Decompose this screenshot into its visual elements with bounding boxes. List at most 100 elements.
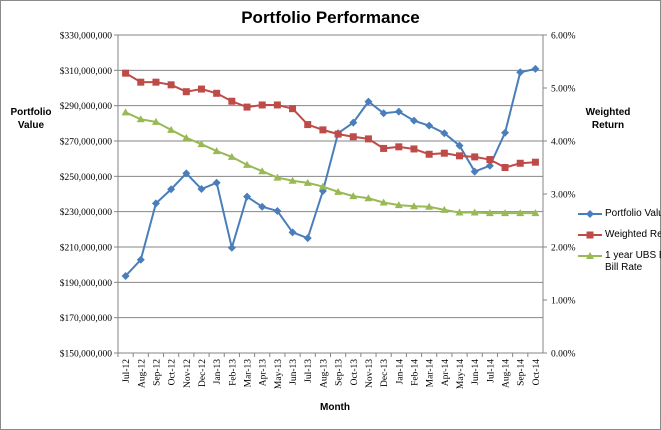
x-tick-label: Jun-14 <box>471 359 481 385</box>
data-point-weighted-return <box>395 143 403 151</box>
x-tick-label: Sep-14 <box>517 359 527 386</box>
x-tick-label: May-13 <box>274 359 284 389</box>
x-tick-label: Oct-13 <box>350 359 360 386</box>
legend-marker-icon <box>578 210 602 218</box>
data-point-weighted-return <box>440 149 448 157</box>
data-point-portfolio-value <box>455 141 464 150</box>
data-point-portfolio-value <box>182 169 191 178</box>
data-point-portfolio-value <box>364 97 373 106</box>
legend-marker <box>586 231 594 239</box>
legend-label: Portfolio Value <box>605 208 661 219</box>
data-point-weighted-return <box>289 105 297 113</box>
y2-tick-label: 0.00% <box>551 350 576 360</box>
data-point-portfolio-value <box>349 118 358 127</box>
data-point-1-year-ubs-bank-bill-rate <box>364 194 373 202</box>
legend: Portfolio Value Weighted Return 1 year UBS… <box>578 208 661 283</box>
data-point-portfolio-value <box>425 121 434 130</box>
data-point-1-year-ubs-bank-bill-rate <box>227 152 236 160</box>
data-point-1-year-ubs-bank-bill-rate <box>318 182 327 190</box>
data-point-1-year-ubs-bank-bill-rate <box>440 205 449 213</box>
data-point-weighted-return <box>349 133 357 141</box>
x-tick-label: Jan-14 <box>395 359 405 385</box>
y-tick-label: $310,000,000 <box>60 66 113 77</box>
x-tick-label: Aug-13 <box>319 359 329 388</box>
data-point-1-year-ubs-bank-bill-rate <box>516 209 525 217</box>
series-line-weighted-return <box>125 72 536 169</box>
data-point-1-year-ubs-bank-bill-rate <box>470 208 479 216</box>
data-point-portfolio-value <box>394 107 403 116</box>
data-point-portfolio-value <box>470 167 479 176</box>
legend-marker <box>586 252 594 259</box>
data-point-portfolio-value <box>485 161 494 170</box>
data-point-weighted-return <box>167 81 175 89</box>
data-point-portfolio-value <box>273 206 282 215</box>
data-point-weighted-return <box>304 121 312 129</box>
data-point-portfolio-value <box>288 228 297 237</box>
x-tick-label: Oct-14 <box>532 359 542 386</box>
legend-label: 1 year UBS Bank Bill Rate <box>605 250 661 273</box>
data-point-portfolio-value <box>212 178 221 187</box>
y-tick-label: $150,000,000 <box>60 349 113 360</box>
x-tick-label: Mar-14 <box>426 359 436 388</box>
data-point-1-year-ubs-bank-bill-rate <box>425 202 434 210</box>
data-point-portfolio-value <box>379 109 388 118</box>
data-point-portfolio-value <box>121 271 130 280</box>
y-tick-label: $290,000,000 <box>60 101 113 112</box>
y2-tick-label: 1.00% <box>551 297 576 307</box>
x-tick-label: Jul-13 <box>304 359 314 383</box>
x-tick-label: May-14 <box>456 359 466 389</box>
x-tick-label: Jan-13 <box>213 359 223 385</box>
data-point-weighted-return <box>122 69 130 77</box>
y-tick-label: $210,000,000 <box>60 243 113 254</box>
chart-title: Portfolio Performance <box>241 8 420 27</box>
x-tick-label: Oct-12 <box>168 359 178 386</box>
data-point-1-year-ubs-bank-bill-rate <box>273 173 282 181</box>
y-tick-label: $170,000,000 <box>60 313 113 324</box>
y-axis-label: Portfolio Value <box>10 107 52 131</box>
data-point-weighted-return <box>137 78 145 86</box>
x-tick-label: Jul-14 <box>486 359 496 383</box>
y2-axis-label: Weighted Return <box>585 107 631 131</box>
data-point-weighted-return <box>197 85 205 93</box>
data-point-weighted-return <box>258 101 266 109</box>
data-point-1-year-ubs-bank-bill-rate <box>485 209 494 217</box>
data-point-1-year-ubs-bank-bill-rate <box>288 176 297 184</box>
data-point-1-year-ubs-bank-bill-rate <box>334 187 343 195</box>
x-tick-label: Aug-14 <box>502 359 512 388</box>
x-tick-label: Dec-13 <box>380 359 390 387</box>
data-point-portfolio-value <box>167 185 176 194</box>
data-point-weighted-return <box>456 152 464 160</box>
data-point-portfolio-value <box>303 234 312 243</box>
data-point-weighted-return <box>471 153 479 161</box>
data-point-portfolio-value <box>440 129 449 138</box>
y-tick-label: $270,000,000 <box>60 137 113 148</box>
data-point-weighted-return <box>334 130 342 138</box>
data-point-portfolio-value <box>531 64 540 73</box>
data-point-1-year-ubs-bank-bill-rate <box>379 198 388 206</box>
data-point-1-year-ubs-bank-bill-rate <box>136 115 145 123</box>
data-point-weighted-return <box>531 158 539 166</box>
data-point-1-year-ubs-bank-bill-rate <box>531 209 540 217</box>
data-point-weighted-return <box>273 101 281 109</box>
y-tick-label: $250,000,000 <box>60 172 113 183</box>
y-tick-label: $190,000,000 <box>60 278 113 289</box>
data-point-portfolio-value <box>258 202 267 211</box>
data-point-weighted-return <box>380 144 388 152</box>
data-point-1-year-ubs-bank-bill-rate <box>121 108 130 116</box>
data-point-1-year-ubs-bank-bill-rate <box>151 117 160 125</box>
x-tick-label: Nov-12 <box>183 359 193 388</box>
y2-tick-label: 5.00% <box>551 85 576 95</box>
legend-label: Weighted Return <box>605 229 661 240</box>
legend-marker <box>586 210 594 218</box>
data-point-1-year-ubs-bank-bill-rate <box>197 140 206 148</box>
data-point-portfolio-value <box>227 243 236 252</box>
x-tick-label: Feb-13 <box>228 359 238 386</box>
data-point-1-year-ubs-bank-bill-rate <box>349 192 358 200</box>
data-point-weighted-return <box>516 159 524 167</box>
data-point-1-year-ubs-bank-bill-rate <box>455 208 464 216</box>
series-line-1-year-ubs-bank-bill-rate <box>125 111 536 215</box>
data-point-weighted-return <box>228 97 236 105</box>
data-point-1-year-ubs-bank-bill-rate <box>258 167 267 175</box>
x-tick-label: Feb-14 <box>410 359 420 386</box>
